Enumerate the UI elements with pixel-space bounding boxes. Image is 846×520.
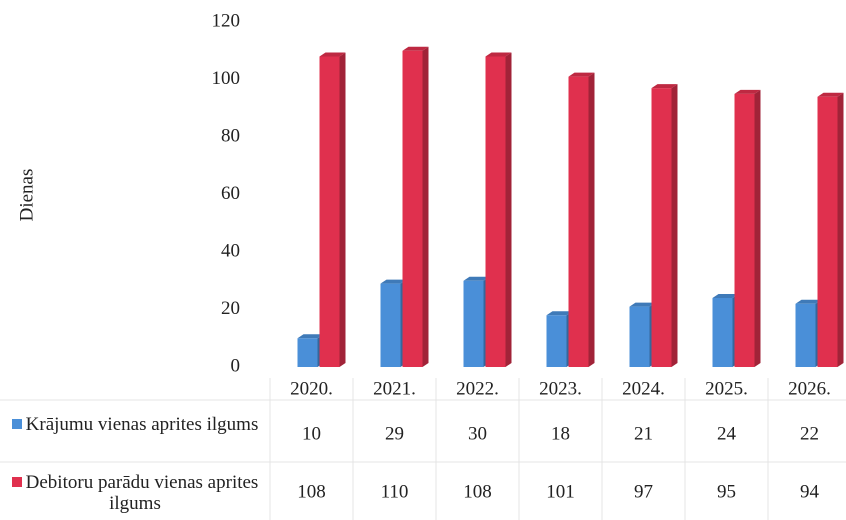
- table-value: 22: [800, 423, 819, 444]
- bar-top: [485, 52, 512, 57]
- bar-side: [837, 92, 844, 367]
- bar-top: [629, 302, 656, 307]
- bar: [485, 56, 506, 367]
- bar: [568, 76, 589, 367]
- bar-top: [463, 276, 490, 281]
- x-tick-label: 2025.: [705, 378, 748, 399]
- y-tick-label: 80: [221, 125, 240, 146]
- bar-top: [712, 294, 739, 298]
- table-value: 24: [717, 423, 737, 444]
- bar: [319, 56, 340, 367]
- y-tick-label: 60: [221, 183, 240, 204]
- bar-top: [319, 52, 346, 57]
- table-value: 10: [302, 423, 321, 444]
- table-value: 21: [634, 423, 653, 444]
- x-tick-label: 2023.: [539, 378, 582, 399]
- table-value: 108: [297, 481, 326, 502]
- legend-swatch: [11, 419, 22, 429]
- table-value: 30: [468, 423, 487, 444]
- x-tick-label: 2022.: [456, 378, 499, 399]
- bar-top: [568, 72, 595, 77]
- y-axis-label: Dienas: [16, 169, 37, 222]
- legend-label: Debitoru parādu vienas aprites ilgums: [25, 472, 259, 514]
- bar-top: [651, 84, 678, 89]
- legend-entry: Krājumu vienas aprites ilgums: [0, 414, 270, 435]
- bar: [734, 93, 755, 367]
- legend-entry: Debitoru parādu vienas aprites ilgums: [0, 472, 270, 514]
- y-tick-label: 40: [221, 240, 240, 261]
- bar-side: [339, 52, 346, 367]
- bar-top: [380, 279, 407, 284]
- table-value: 101: [546, 481, 575, 502]
- x-tick-label: 2024.: [622, 378, 665, 399]
- bar-top: [402, 46, 429, 51]
- bar-top: [734, 89, 761, 94]
- table-value: 29: [385, 423, 404, 444]
- legend-label: Krājumu vienas aprites ilgums: [25, 414, 259, 435]
- x-tick-label: 2021.: [373, 378, 416, 399]
- table-value: 110: [381, 481, 409, 502]
- bar-top: [795, 299, 822, 304]
- bar-top: [817, 92, 844, 97]
- bar-top: [546, 311, 573, 316]
- bar: [712, 298, 733, 367]
- y-tick-label: 120: [212, 10, 241, 31]
- bar-side: [754, 89, 761, 367]
- y-tick-label: 100: [212, 68, 241, 89]
- table-value: 95: [717, 481, 736, 502]
- bar: [817, 96, 838, 367]
- bar: [629, 306, 650, 367]
- bar-side: [422, 46, 429, 367]
- bar-side: [671, 84, 678, 367]
- table-value: 18: [551, 423, 570, 444]
- bar-side: [588, 72, 595, 367]
- bar: [795, 303, 816, 367]
- bar: [463, 280, 484, 367]
- x-tick-label: 2020.: [290, 378, 333, 399]
- y-tick-label: 20: [221, 298, 240, 319]
- bar-top: [297, 334, 324, 339]
- legend-swatch: [11, 477, 22, 487]
- table-value: 108: [463, 481, 492, 502]
- bar: [546, 315, 567, 367]
- y-tick-label: 0: [231, 355, 241, 376]
- table-value: 97: [634, 481, 653, 502]
- bar-side: [505, 52, 512, 367]
- x-tick-label: 2026.: [788, 378, 831, 399]
- bar: [651, 88, 672, 367]
- bar: [297, 338, 318, 367]
- table-value: 94: [800, 481, 820, 502]
- bar: [402, 50, 423, 367]
- bar: [380, 283, 401, 367]
